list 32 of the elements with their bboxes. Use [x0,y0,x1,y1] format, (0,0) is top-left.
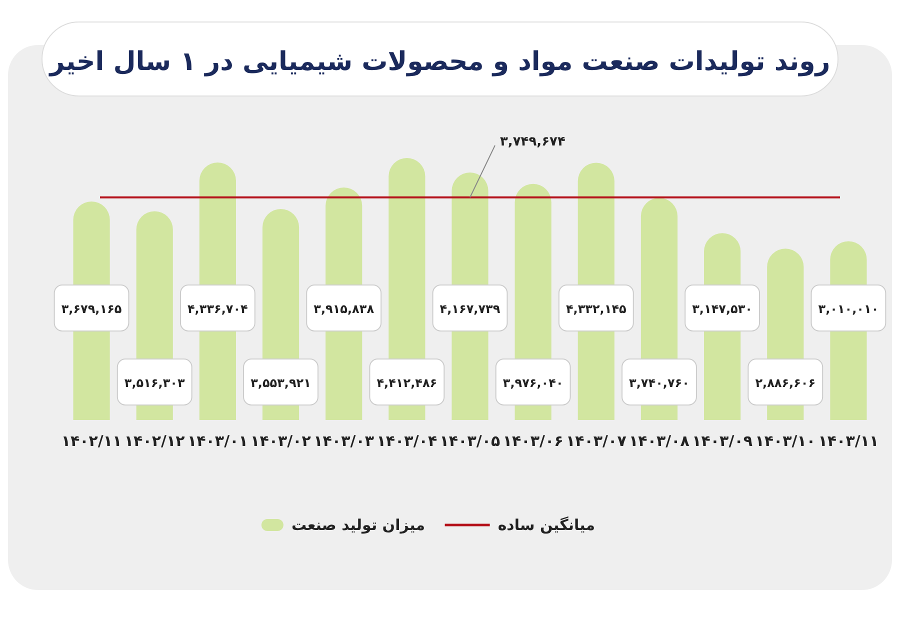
data-label: ۴,۳۳۲,۱۴۵ [566,302,626,316]
x-tick-label: ۱۴۰۳/۰۳ [314,432,374,450]
data-label: ۳,۱۴۷,۵۳۰ [692,302,753,316]
x-tick-label: ۱۴۰۲/۱۲ [124,432,185,450]
x-tick-label: ۱۴۰۳/۰۷ [566,432,626,450]
legend-label: میزان تولید صنعت [291,516,425,534]
x-tick-label: ۱۴۰۲/۱۱ [61,432,122,450]
legend-label: میانگین ساده [498,516,595,534]
data-label: ۳,۹۱۵,۸۳۸ [314,302,375,316]
chart-title: روند تولیدات صنعت مواد و محصولات شیمیایی در ۱ سال اخیر [48,47,830,77]
x-tick-label: ۱۴۰۳/۰۸ [629,432,690,450]
x-tick-label: ۱۴۰۳/۱۰ [755,432,816,450]
data-label: ۳,۰۱۰,۰۱۰ [818,302,879,316]
x-tick-label: ۱۴۰۳/۰۶ [502,432,564,450]
data-label: ۳,۹۷۶,۰۴۰ [502,376,564,390]
x-tick-label: ۱۴۰۳/۱۱ [818,432,879,450]
annotation: ۳,۷۴۹,۶۷۴ [500,134,566,150]
data-label: ۴,۳۳۶,۷۰۴ [187,302,248,316]
legend-item: میزان تولید صنعت [261,516,425,534]
data-label: ۳,۵۱۶,۳۰۳ [124,376,186,390]
x-tick-label: ۱۴۰۳/۰۵ [440,432,500,450]
data-label: ۳,۶۷۹,۱۶۵ [61,302,122,316]
data-label: ۴,۱۶۷,۷۳۹ [440,302,501,316]
data-label: ۳,۷۴۰,۷۶۰ [629,376,690,390]
x-tick-label: ۱۴۰۳/۰۴ [376,432,438,450]
data-label: ۴,۴۱۲,۴۸۶ [376,376,438,390]
x-tick-label: ۱۴۰۳/۰۱ [187,432,248,450]
x-tick-label: ۱۴۰۳/۰۹ [692,432,753,450]
legend-item: میانگین ساده [444,516,595,534]
data-label: ۲,۸۸۶,۶۰۶ [755,376,816,390]
x-tick-label: ۱۴۰۳/۰۲ [250,432,311,450]
data-label: ۳,۵۵۳,۹۲۱ [250,376,311,390]
